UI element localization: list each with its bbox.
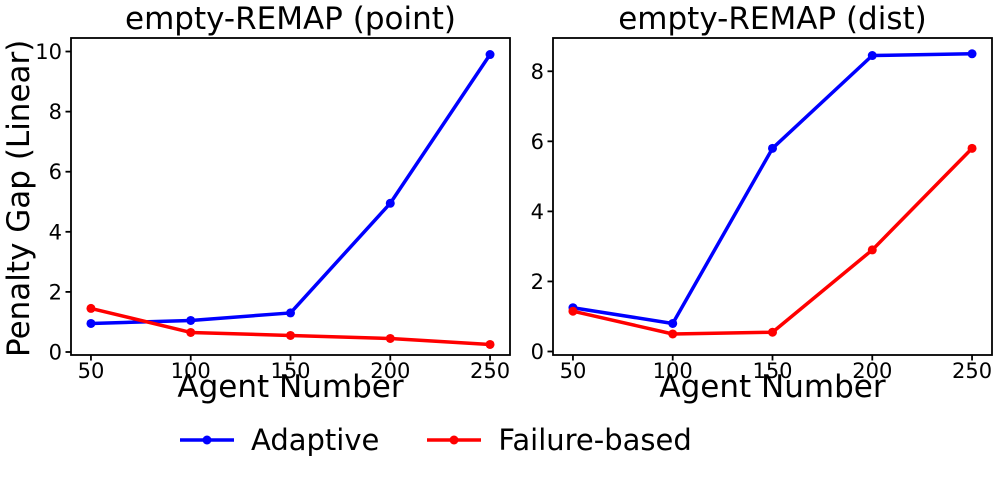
x-tick-label: 100 [171, 359, 211, 383]
data-point-adaptive [385, 198, 395, 208]
data-point-adaptive [485, 50, 495, 60]
data-point-adaptive [286, 308, 295, 318]
data-point-adaptive [867, 51, 877, 61]
y-tick-label: 6 [49, 160, 62, 184]
y-tick-label: 4 [531, 200, 544, 224]
legend-item-adaptive: Adaptive [178, 423, 379, 457]
legend: Adaptive Failure-based [178, 423, 692, 457]
data-point-adaptive [668, 318, 678, 328]
series-line-adaptive [89, 52, 492, 326]
data-point-failure-based [86, 303, 96, 313]
y-tick-label: 0 [531, 340, 544, 364]
data-point-failure-based [485, 339, 495, 349]
y-tick-label: 2 [49, 280, 62, 304]
chart-title-dist: empty-REMAP (dist) [618, 1, 927, 37]
legend-item-failure-based: Failure-based [425, 423, 692, 457]
x-tick-label: 250 [470, 359, 510, 383]
y-tick-label: 10 [35, 40, 62, 64]
x-tick-label: 200 [852, 359, 892, 383]
data-point-failure-based [385, 333, 395, 343]
y-tick-label: 8 [531, 60, 544, 84]
data-point-failure-based [568, 306, 578, 316]
y-tick-label: 4 [49, 220, 62, 244]
y-tick-label: 8 [49, 100, 62, 124]
x-tick-label: 150 [270, 359, 310, 383]
legend-line-sample-adaptive [180, 435, 234, 445]
data-point-adaptive [967, 49, 977, 59]
x-tick-label: 100 [653, 359, 693, 383]
y-tick-label: 0 [49, 340, 62, 364]
x-axis-label-left: Agent Number [177, 369, 404, 405]
data-point-adaptive [86, 318, 96, 328]
x-axis-label-right: Agent Number [659, 369, 886, 405]
data-point-failure-based [668, 329, 678, 339]
data-point-failure-based [967, 143, 977, 153]
x-tick-label: 50 [78, 359, 105, 383]
x-tick-label: 200 [370, 359, 410, 383]
legend-label-adaptive: Adaptive [251, 423, 380, 457]
legend-line-sample-failure-based [427, 435, 482, 445]
data-point-failure-based [186, 327, 196, 337]
series-line-failure-based [571, 146, 974, 336]
y-tick-label: 2 [531, 270, 544, 294]
y-tick-label: 6 [531, 130, 544, 154]
x-tick-label: 150 [752, 359, 792, 383]
legend-label-failure-based: Failure-based [498, 423, 692, 457]
data-point-adaptive [768, 143, 777, 153]
data-point-failure-based [286, 330, 295, 340]
chart-title-point: empty-REMAP (point) [125, 1, 456, 37]
data-point-failure-based [867, 245, 877, 255]
x-tick-label: 250 [952, 359, 992, 383]
series-line-adaptive [571, 52, 974, 326]
data-point-failure-based [768, 327, 777, 337]
plot-frame [70, 37, 511, 356]
data-point-adaptive [186, 315, 196, 325]
x-tick-label: 50 [560, 359, 587, 383]
